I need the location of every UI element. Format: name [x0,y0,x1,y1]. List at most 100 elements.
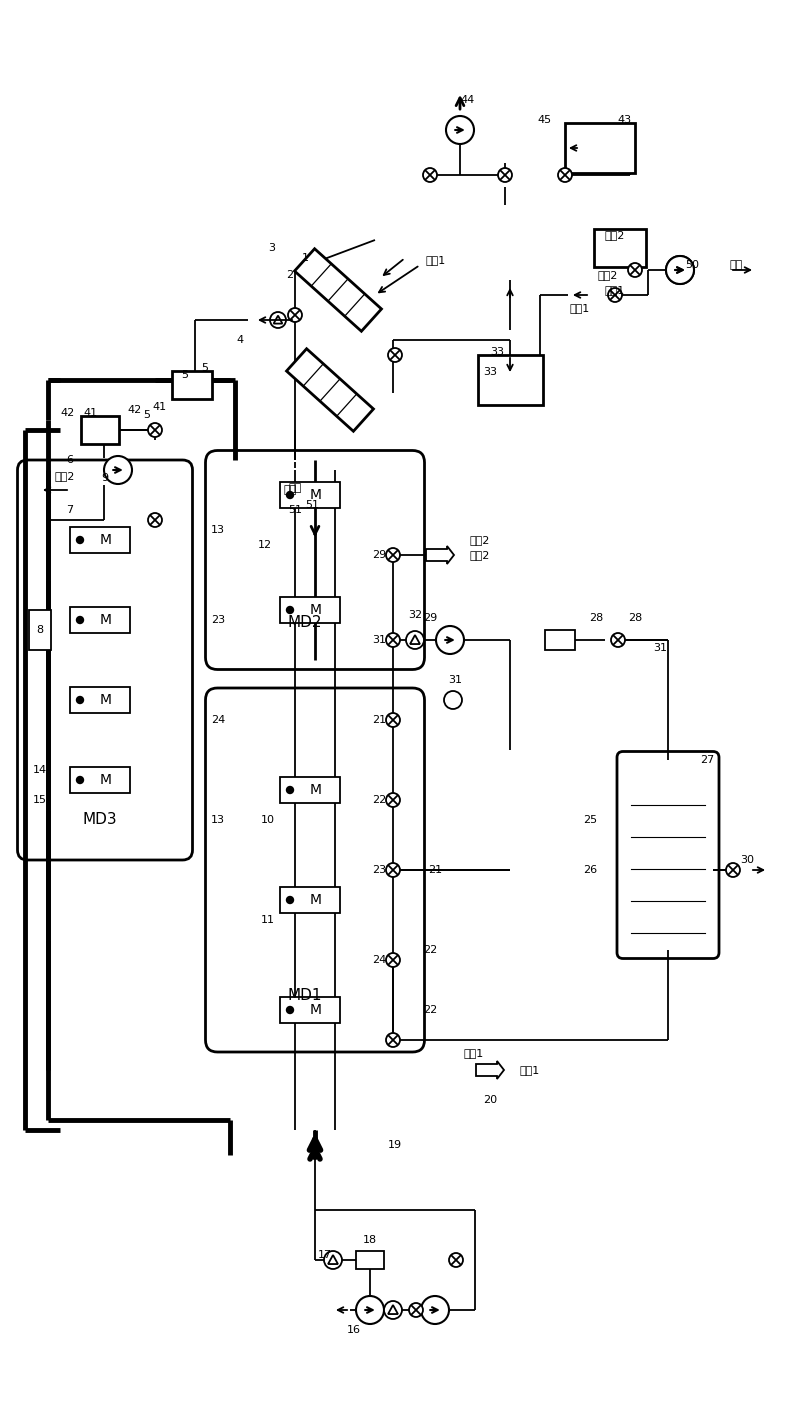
Text: M: M [100,773,112,787]
Circle shape [406,631,424,649]
Text: 原水2: 原水2 [605,231,625,241]
Bar [294,249,382,332]
Circle shape [421,1296,449,1324]
Text: 16: 16 [347,1324,361,1336]
Text: 22: 22 [423,946,437,956]
Text: 蒸汽2: 蒸汽2 [470,550,490,560]
FancyBboxPatch shape [617,752,719,958]
Text: M: M [310,1002,322,1017]
Text: 14: 14 [33,765,47,775]
Text: 1: 1 [302,253,309,263]
Bar [70,527,130,553]
Circle shape [446,115,474,144]
Text: 24: 24 [211,715,225,725]
Text: 28: 28 [589,612,603,624]
Bar [29,609,51,649]
Text: 3: 3 [269,244,275,253]
Circle shape [436,627,464,654]
Text: 4: 4 [237,335,243,345]
Circle shape [386,1032,400,1047]
Circle shape [77,617,83,624]
Text: 19: 19 [388,1141,402,1151]
Text: 29: 29 [423,612,437,624]
Text: 27: 27 [700,755,714,765]
Text: 7: 7 [66,506,74,515]
Text: 33: 33 [483,367,497,377]
Text: 42: 42 [127,404,142,414]
Text: 41: 41 [83,409,97,419]
Text: 25: 25 [583,815,597,824]
Circle shape [77,537,83,544]
FancyBboxPatch shape [206,450,425,669]
Text: M: M [310,488,322,503]
Text: 原水1: 原水1 [570,303,590,313]
Circle shape [324,1252,342,1269]
Bar [280,997,340,1022]
Circle shape [148,423,162,437]
Polygon shape [476,1061,504,1079]
Circle shape [384,1302,402,1319]
Text: 31: 31 [448,675,462,685]
Bar [356,1252,384,1269]
Bar [70,607,130,634]
Circle shape [77,776,83,783]
Bar [280,481,340,508]
Text: 17: 17 [318,1250,332,1260]
Text: 6: 6 [66,456,74,466]
Circle shape [628,263,642,278]
Text: MD3: MD3 [82,813,118,827]
Text: MD1: MD1 [288,987,322,1002]
Circle shape [423,168,437,182]
Circle shape [386,863,400,877]
Text: 45: 45 [538,115,552,125]
Text: 22: 22 [372,795,386,805]
Circle shape [148,513,162,527]
Bar [565,122,635,172]
Circle shape [104,456,132,484]
Circle shape [726,863,740,877]
Text: 5: 5 [202,363,209,373]
Text: 5: 5 [143,410,150,420]
Bar [545,629,575,649]
Text: 原水1: 原水1 [425,255,446,265]
Bar [70,686,130,713]
Text: 原水2: 原水2 [55,471,75,481]
Text: 8: 8 [37,625,43,635]
Text: 母液: 母液 [283,486,297,496]
Text: 蒸汽1: 蒸汽1 [520,1065,540,1075]
Text: 23: 23 [211,615,225,625]
Circle shape [449,1253,463,1267]
Text: 11: 11 [261,916,275,926]
Text: 原水: 原水 [730,261,743,271]
Text: 2: 2 [286,271,294,281]
Text: 29: 29 [372,550,386,560]
Circle shape [409,1303,423,1317]
Text: 31: 31 [653,644,667,654]
Circle shape [388,347,402,362]
Text: 30: 30 [740,854,754,864]
Bar [594,229,646,268]
Text: 23: 23 [372,864,386,874]
Circle shape [386,953,400,967]
Text: 51: 51 [288,506,302,515]
Circle shape [270,312,286,328]
Bar [172,372,212,399]
Text: 22: 22 [423,1005,437,1015]
Text: M: M [100,612,112,627]
Text: 18: 18 [363,1235,377,1245]
Text: M: M [310,602,322,617]
Text: 24: 24 [372,956,386,965]
Bar [81,416,119,444]
Text: 13: 13 [211,815,225,824]
Bar [280,778,340,803]
Circle shape [386,793,400,807]
Bar [280,887,340,913]
Text: M: M [100,693,112,706]
Bar [286,349,374,431]
Circle shape [444,691,462,709]
Text: 51: 51 [305,500,319,510]
FancyBboxPatch shape [206,688,425,1052]
Circle shape [286,607,294,614]
Text: 母液: 母液 [288,483,302,493]
Text: 9: 9 [102,473,109,483]
